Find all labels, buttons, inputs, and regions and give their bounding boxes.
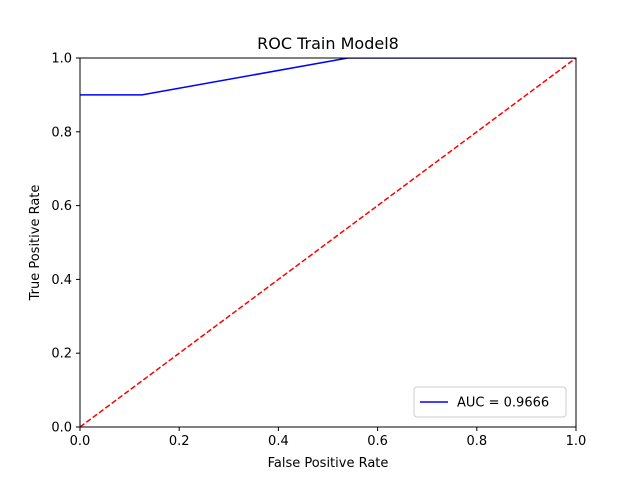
x-tick-label: 0.2 <box>169 434 190 449</box>
chart-title: ROC Train Model8 <box>257 34 399 53</box>
y-tick-label: 0.6 <box>51 199 72 214</box>
y-axis-label: True Positive Rate <box>28 185 43 302</box>
legend-box <box>413 386 567 418</box>
y-tick-label: 0.2 <box>51 347 72 362</box>
x-tick-label: 0.6 <box>367 434 388 449</box>
plot-frame <box>79 57 577 428</box>
x-tick-label: 1.0 <box>566 434 587 449</box>
x-axis-label: False Positive Rate <box>268 456 389 471</box>
y-tick-label: 1.0 <box>51 52 72 67</box>
y-tick-label: 0.8 <box>51 125 72 140</box>
chance-diagonal-line <box>80 58 576 427</box>
legend: AUC = 0.9666 <box>413 386 567 418</box>
x-tick-label: 0.8 <box>466 434 487 449</box>
y-tick-label: 0.0 <box>51 421 72 436</box>
roc-curve-line <box>80 58 576 96</box>
x-tick-label: 0.4 <box>268 434 289 449</box>
y-tick-label: 0.4 <box>51 273 72 288</box>
legend-entry-label: AUC = 0.9666 <box>457 396 549 411</box>
x-tick-label: 0.0 <box>70 434 91 449</box>
